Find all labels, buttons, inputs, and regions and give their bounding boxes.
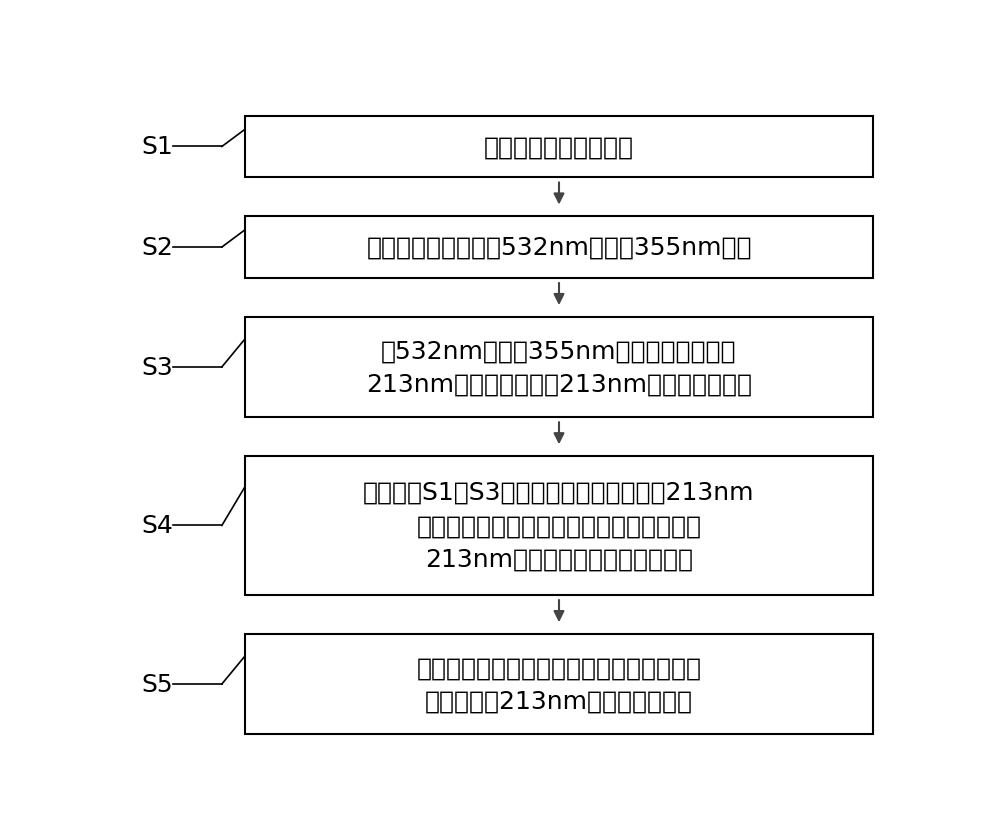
Text: S3: S3 xyxy=(142,355,173,380)
Bar xyxy=(245,317,873,418)
Text: S1: S1 xyxy=(142,135,173,160)
Text: S5: S5 xyxy=(142,672,173,696)
Bar xyxy=(245,116,873,178)
Text: 利用三倍频晶体输出532nm激光及355nm激光: 利用三倍频晶体输出532nm激光及355nm激光 xyxy=(366,236,752,260)
Text: S4: S4 xyxy=(142,514,173,538)
Bar xyxy=(245,217,873,278)
Text: 根据该对应关系，调节三倍频晶体的温度，
以调控所述213nm激光的输出功率: 根据该对应关系，调节三倍频晶体的温度， 以调控所述213nm激光的输出功率 xyxy=(416,655,702,713)
Text: 对532nm激光及355nm激光进行和频得到
213nm激光，并记录该213nm激光的输出功率: 对532nm激光及355nm激光进行和频得到 213nm激光，并记录该213nm… xyxy=(366,339,752,396)
Text: 重复执行S1～S3多次，记录在不同温度下213nm
激光的输出功率，得到三倍频晶体的温度与
213nm激光的输出功率的对应关系: 重复执行S1～S3多次，记录在不同温度下213nm 激光的输出功率，得到三倍频晶… xyxy=(363,481,755,571)
Bar xyxy=(245,456,873,595)
Bar xyxy=(245,634,873,734)
Text: 设置三倍频晶体的温度: 设置三倍频晶体的温度 xyxy=(484,135,634,160)
Text: S2: S2 xyxy=(142,236,173,260)
